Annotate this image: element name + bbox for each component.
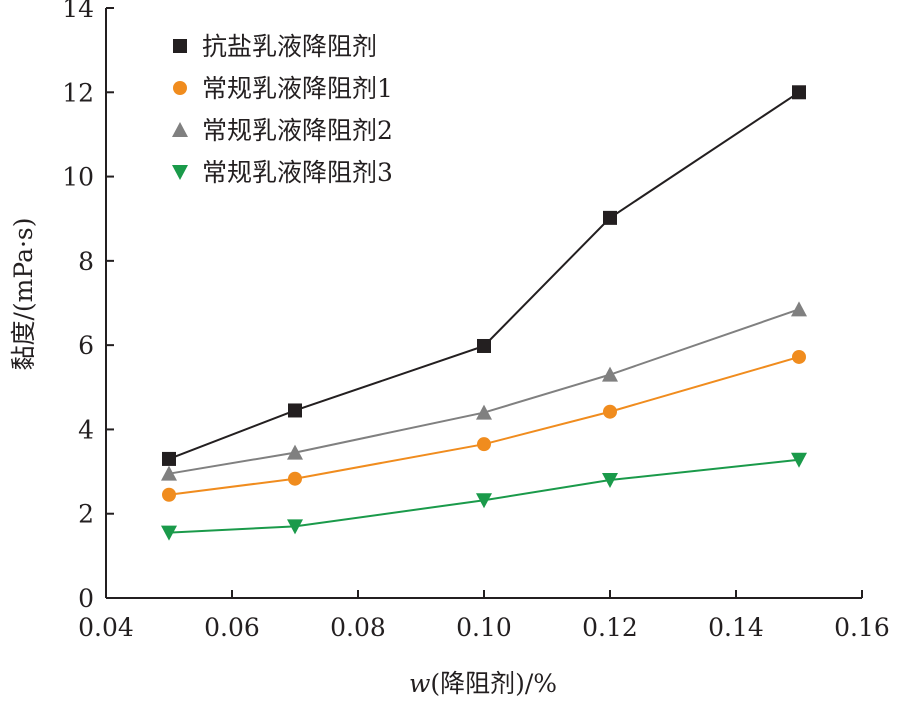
data-point-series-2: [792, 349, 806, 364]
y-tick-label: 4: [78, 415, 94, 444]
data-point-series-2: [477, 437, 491, 452]
legend-label-3: 常规乳液降阻剂2: [202, 116, 393, 145]
x-tick-label: 0.12: [582, 613, 638, 642]
x-tick-label: 0.10: [456, 613, 512, 642]
y-tick-label: 6: [78, 331, 94, 360]
y-tick-label: 0: [78, 584, 94, 613]
axes: 0.04 0.06 0.08 0.10 0.12 0.14 0.16 0 2 4 6 8 10 12 14: [62, 0, 890, 642]
y-tick-label: 14: [62, 0, 94, 23]
data-point-series-4: [602, 473, 618, 488]
y-tick-label: 10: [62, 163, 94, 192]
data-point-series-3: [161, 465, 177, 481]
data-point-series-2: [288, 471, 302, 486]
data-point-series-4: [476, 493, 492, 509]
data-point-series-3: [476, 404, 492, 420]
x-tick-label: 0.04: [78, 613, 134, 642]
data-point-series-3: [287, 444, 303, 460]
x-tick-label: 0.06: [204, 613, 260, 642]
series-line-2: [168, 355, 800, 496]
data-point-series-2: [603, 404, 617, 419]
data-point-series-4: [161, 525, 177, 541]
data-point-series-3: [791, 301, 807, 317]
legend-marker-3: [172, 122, 188, 137]
legend-marker-2: [173, 81, 187, 95]
legend-label-2: 常规乳液降阻剂1: [202, 74, 393, 103]
series-line-1: [168, 91, 800, 460]
y-tick-label: 8: [78, 247, 94, 276]
legend-marker-1: [173, 39, 187, 53]
series-markers: [161, 85, 807, 541]
data-point-series-3: [602, 366, 618, 382]
data-point-series-1: [603, 210, 617, 225]
x-ticks: 0.04 0.06 0.08 0.10 0.12 0.14 0.16: [78, 590, 890, 642]
y-tick-label: 12: [62, 78, 94, 107]
x-axis-title: w(降阻剂)/%: [409, 669, 557, 698]
x-tick-label: 0.08: [330, 613, 386, 642]
data-point-series-1: [288, 403, 302, 418]
y-ticks: 0 2 4 6 8 10 12 14: [62, 0, 114, 613]
y-axis-title: 黏度/(mPa·s): [9, 217, 38, 370]
data-point-series-2: [162, 487, 176, 502]
data-point-series-1: [792, 85, 806, 100]
x-tick-label: 0.14: [708, 613, 764, 642]
data-point-series-1: [477, 338, 491, 353]
data-point-series-4: [287, 519, 303, 535]
data-point-series-1: [162, 451, 176, 466]
x-axis-title-rest: (降阻剂)/%: [430, 669, 557, 698]
legend-marker-4: [172, 165, 188, 180]
legend-label-4: 常规乳液降阻剂3: [202, 158, 393, 187]
x-tick-label: 0.16: [834, 613, 890, 642]
legend-label-1: 抗盐乳液降阻剂: [202, 32, 377, 61]
y-tick-label: 2: [78, 500, 94, 529]
data-point-series-4: [791, 452, 807, 468]
